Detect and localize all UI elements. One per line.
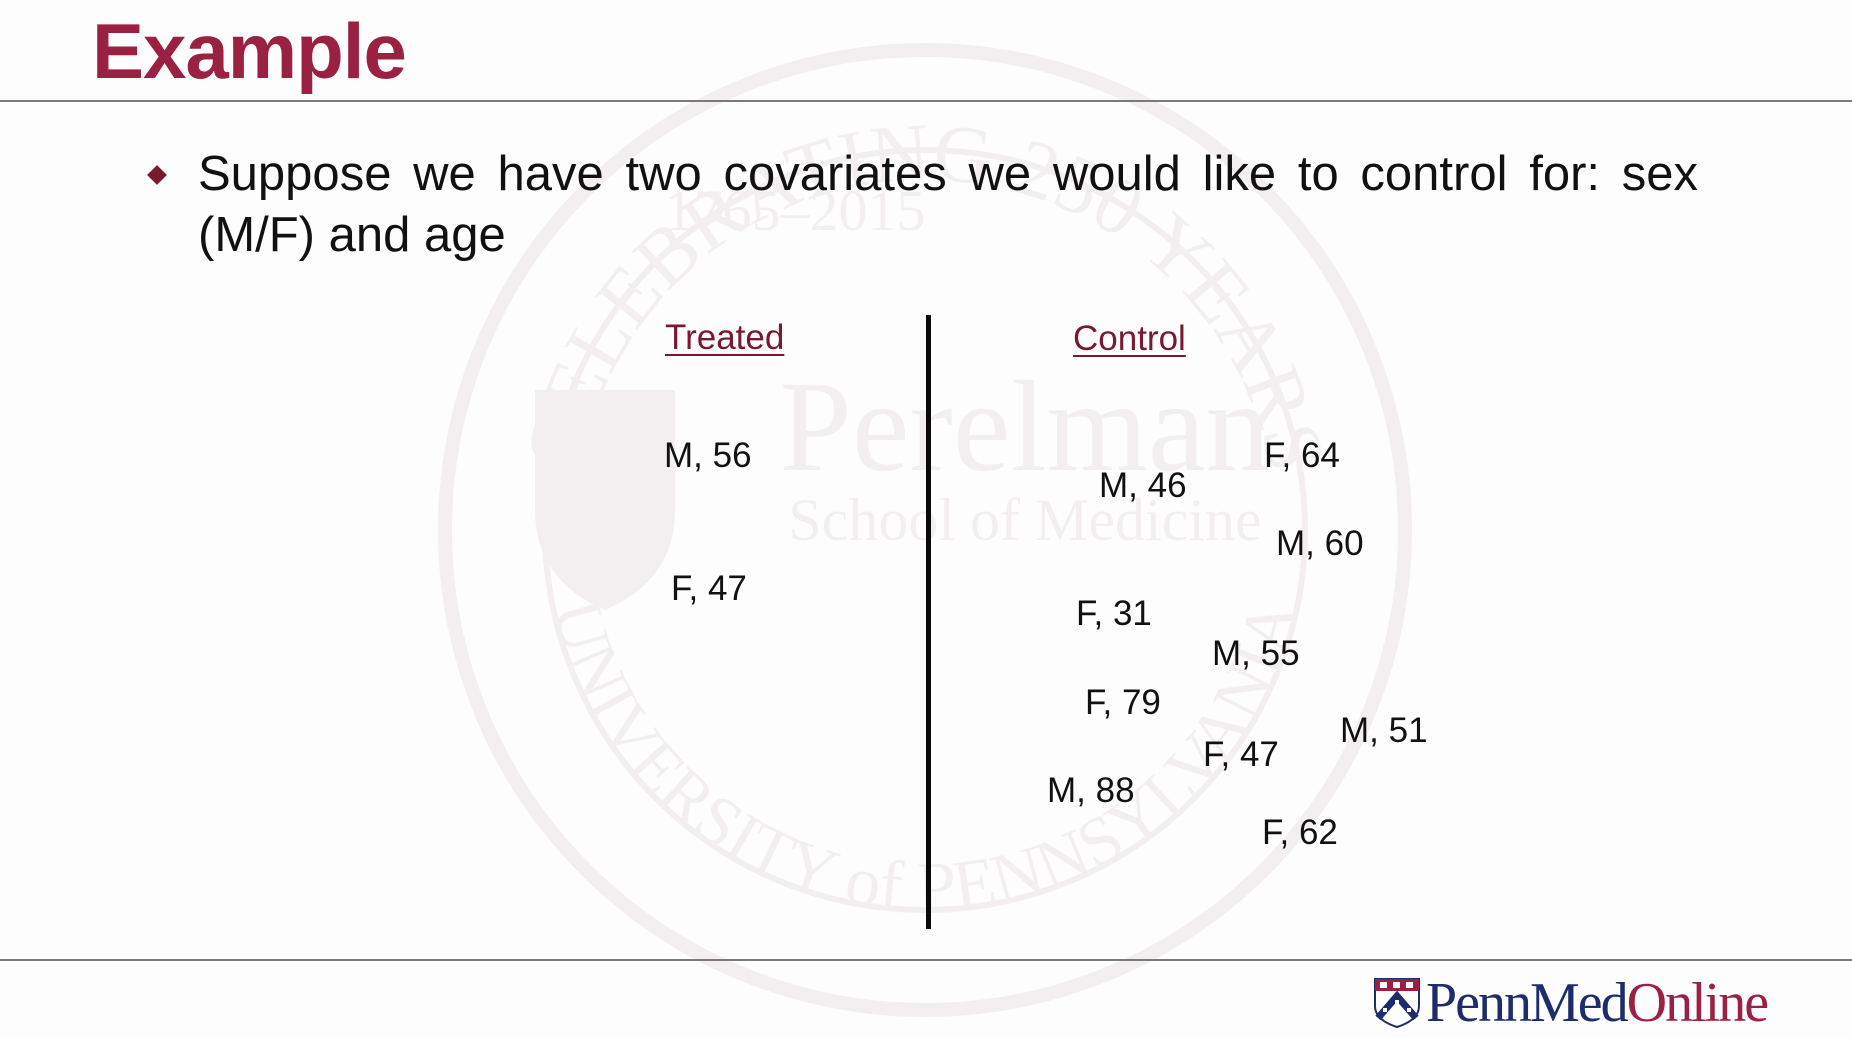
pennmedonline-logo: PennMedOnline bbox=[1374, 972, 1769, 1034]
control-header: Control bbox=[1073, 319, 1186, 358]
control-entry: M, 51 bbox=[1340, 711, 1428, 750]
penn-shield-icon bbox=[1374, 978, 1420, 1028]
control-entry: F, 79 bbox=[1085, 683, 1161, 722]
watermark-name: Perelman bbox=[780, 355, 1271, 499]
control-entry: M, 88 bbox=[1047, 771, 1135, 810]
control-entry: F, 62 bbox=[1262, 813, 1338, 852]
slide-title: Example bbox=[92, 7, 407, 95]
control-entry: F, 64 bbox=[1264, 436, 1340, 475]
control-entry: F, 47 bbox=[1203, 735, 1279, 774]
logo-text-pennmed: PennMed bbox=[1426, 972, 1629, 1034]
control-entry: M, 46 bbox=[1099, 466, 1187, 505]
logo-text: PennMedOnline bbox=[1426, 972, 1769, 1034]
title-divider bbox=[0, 100, 1852, 102]
control-entry: M, 60 bbox=[1276, 524, 1364, 563]
logo-text-online: Online bbox=[1626, 972, 1769, 1034]
diamond-bullet-icon bbox=[147, 165, 167, 185]
treated-entry: F, 47 bbox=[671, 569, 747, 608]
treated-header: Treated bbox=[665, 318, 785, 357]
group-divider-line bbox=[926, 315, 931, 929]
footer-divider bbox=[0, 959, 1852, 961]
control-entry: M, 55 bbox=[1212, 634, 1300, 673]
treated-entry: M, 56 bbox=[664, 436, 752, 475]
watermark-school: School of Medicine bbox=[788, 487, 1261, 553]
control-entry: F, 31 bbox=[1076, 594, 1152, 633]
bullet-text: Suppose we have two covariates we would … bbox=[198, 147, 1698, 262]
